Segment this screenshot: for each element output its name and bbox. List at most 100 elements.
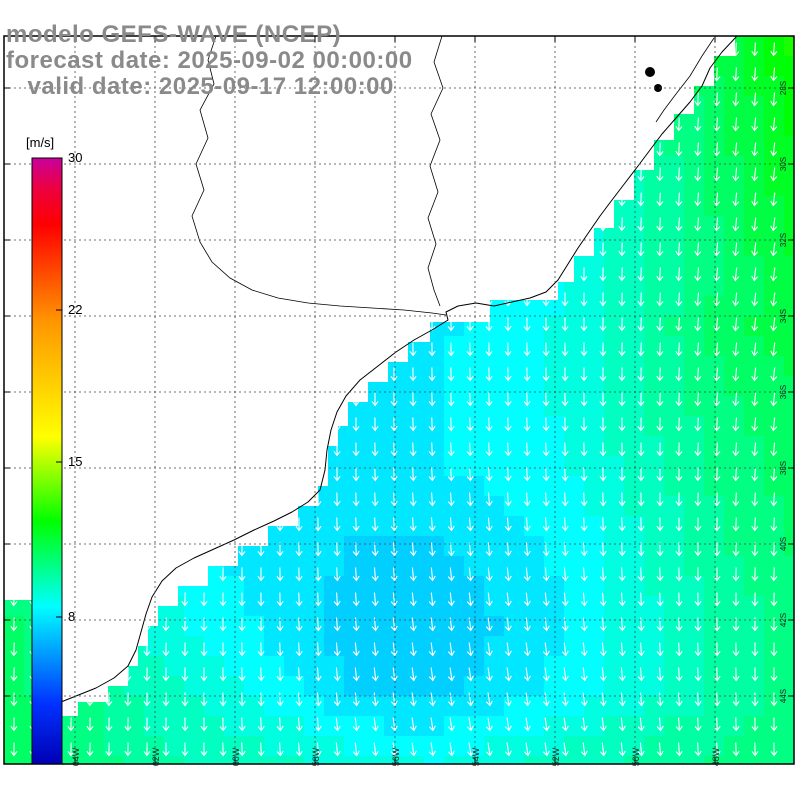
wind-arrow [732,667,740,682]
wind-arrow [466,567,474,582]
wind-arrow [618,567,626,582]
field-cell [584,636,604,656]
field-cell [344,756,364,764]
field-cell [704,456,724,476]
field-cell [604,696,624,716]
wind-arrow [390,517,398,532]
wind-arrow [618,517,626,532]
map-frame [3,35,795,765]
wind-arrow [352,592,360,607]
wind-arrow [561,367,569,382]
field-cell [464,636,484,656]
wind-arrow [86,717,94,732]
field-cell [624,436,644,456]
field-cell [664,496,684,516]
wind-arrow [428,442,436,457]
field-cell [624,756,644,764]
field-cell [504,656,524,676]
field-cell [184,696,204,716]
field-cell [724,456,744,476]
field-cell [244,616,264,636]
field-cell [764,396,784,416]
wind-arrow [751,167,759,182]
field-cell [664,416,684,436]
wind-arrow [238,667,246,682]
wind-arrow [770,392,778,407]
wind-arrow [504,567,512,582]
field-cell [604,736,624,756]
wind-arrow [599,367,607,382]
wind-arrow [599,642,607,657]
field-cell [604,316,624,336]
field-cell [744,536,764,556]
field-cell [704,376,724,396]
field-cell [664,476,684,496]
field-cell [664,216,684,236]
wind-arrow [409,717,417,732]
wind-arrow [466,667,474,682]
wind-arrow [599,342,607,357]
wind-arrow [675,692,683,707]
wind-arrow [409,742,417,757]
wind-arrow [561,567,569,582]
wind-arrow [352,417,360,432]
field-cell [524,576,544,596]
field-cell [444,636,464,656]
field-cell [224,636,244,656]
wind-arrow [105,692,113,707]
wind-arrow [124,717,132,732]
field-cell [424,576,444,596]
field-cell [744,256,764,276]
field-cell [684,116,704,136]
wind-arrow [371,592,379,607]
field-cell [584,396,604,416]
field-cell [604,756,624,764]
wind-arrow [371,442,379,457]
wind-arrow [276,742,284,757]
field-cell [404,436,424,456]
field-cell [564,756,584,764]
wind-arrow [428,742,436,757]
wind-arrow [466,492,474,507]
wind-arrow [732,217,740,232]
field-cell [684,476,704,496]
wind-arrow [428,367,436,382]
field-cell [644,696,664,716]
wind-arrow [618,692,626,707]
wind-arrow [751,467,759,482]
field-cell [204,636,224,656]
field-cell [404,416,424,436]
wind-arrow [219,692,227,707]
field-cell [384,596,404,616]
field-cell [704,476,724,496]
wind-arrow [656,192,664,207]
field-cell [704,236,724,256]
wind-arrow [675,167,683,182]
wind-arrow [599,492,607,507]
field-cell [624,696,644,716]
wind-arrow [637,217,645,232]
wind-arrow [656,142,664,157]
field-cell [364,556,384,576]
wind-arrow [409,617,417,632]
field-cell [584,456,604,476]
wind-arrow [618,217,626,232]
field-cell [464,536,484,556]
field-cell [484,716,504,736]
field-cell [464,736,484,756]
field-cell [784,196,794,216]
wind-arrow [694,442,702,457]
field-cell [384,476,404,496]
field-cell [224,576,244,596]
wind-arrow [580,367,588,382]
field-cell [204,616,224,636]
wind-arrow [466,692,474,707]
wind-arrow [523,317,531,332]
field-cell [564,596,584,616]
wind-arrow [485,667,493,682]
wind-arrow [409,392,417,407]
field-cell [784,36,794,56]
field-cell [484,596,504,616]
wind-arrow [314,567,322,582]
